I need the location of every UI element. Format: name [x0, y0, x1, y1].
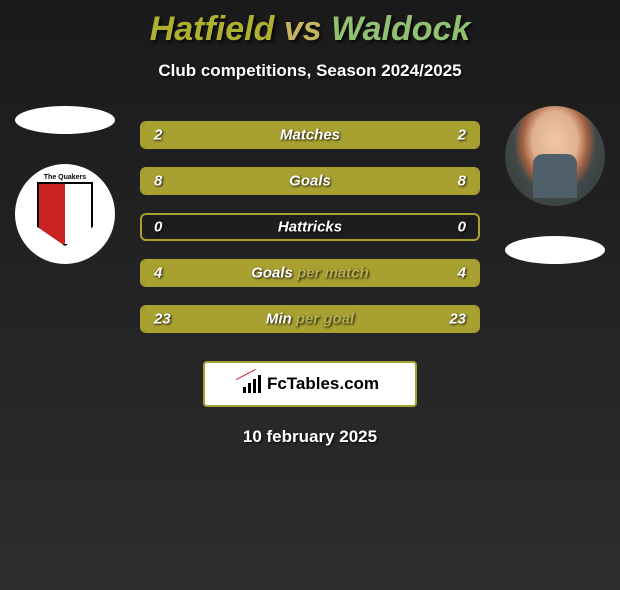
player2-column: [500, 106, 610, 264]
stat-label: Matches: [280, 127, 340, 144]
stat-label-unit: per match: [297, 265, 369, 282]
stat-row: 4 4 Goals per match: [140, 259, 480, 287]
stat-value-left: 0: [154, 219, 162, 236]
stat-label: Goals: [289, 173, 331, 190]
player1-name: Hatfield: [150, 10, 275, 48]
stat-fill-right: [310, 169, 478, 193]
stat-value-right: 8: [458, 173, 466, 190]
player1-photo-placeholder: [15, 106, 115, 134]
stat-value-left: 8: [154, 173, 162, 190]
stat-label-unit: per goal: [296, 311, 354, 328]
chart-icon: [241, 375, 263, 393]
player2-club-placeholder: [505, 236, 605, 264]
stat-value-right: 23: [449, 311, 466, 328]
comparison-panel: The Quakers 2 2 Matches 8 8 Goals 0 0 Hattricks 4…: [0, 121, 620, 333]
stat-value-right: 4: [458, 265, 466, 282]
stat-row: 2 2 Matches: [140, 121, 480, 149]
stat-value-left: 4: [154, 265, 162, 282]
stat-value-left: 2: [154, 127, 162, 144]
stat-value-right: 2: [458, 127, 466, 144]
stat-value-left: 23: [154, 311, 171, 328]
stat-fill-left: [142, 169, 310, 193]
stat-label-main: Min: [266, 311, 292, 328]
stat-label-main: Hattricks: [278, 219, 342, 236]
player2-name: Waldock: [331, 10, 470, 48]
branding-text: FcTables.com: [267, 374, 379, 394]
stat-row: 0 0 Hattricks: [140, 213, 480, 241]
stat-label-main: Goals: [289, 173, 331, 190]
club-badge-text: The Quakers: [44, 174, 86, 181]
player1-club-badge: The Quakers: [15, 164, 115, 264]
stat-row: 8 8 Goals: [140, 167, 480, 195]
stat-label: Min per goal: [266, 311, 354, 328]
stat-row: 23 23 Min per goal: [140, 305, 480, 333]
player2-photo: [505, 106, 605, 206]
vs-label: vs: [284, 10, 322, 48]
stat-label-main: Goals: [251, 265, 293, 282]
club-shield-icon: [37, 182, 93, 246]
branding-box[interactable]: FcTables.com: [203, 361, 417, 407]
page-title: Hatfield vs Waldock: [0, 10, 620, 49]
stat-label-main: Matches: [280, 127, 340, 144]
date-label: 10 february 2025: [0, 427, 620, 447]
stat-value-right: 0: [458, 219, 466, 236]
player1-column: The Quakers: [10, 106, 120, 264]
stat-label: Goals per match: [251, 265, 369, 282]
stat-label: Hattricks: [278, 219, 342, 236]
stats-list: 2 2 Matches 8 8 Goals 0 0 Hattricks 4 4 Goals per m…: [140, 121, 480, 333]
subtitle: Club competitions, Season 2024/2025: [0, 61, 620, 81]
